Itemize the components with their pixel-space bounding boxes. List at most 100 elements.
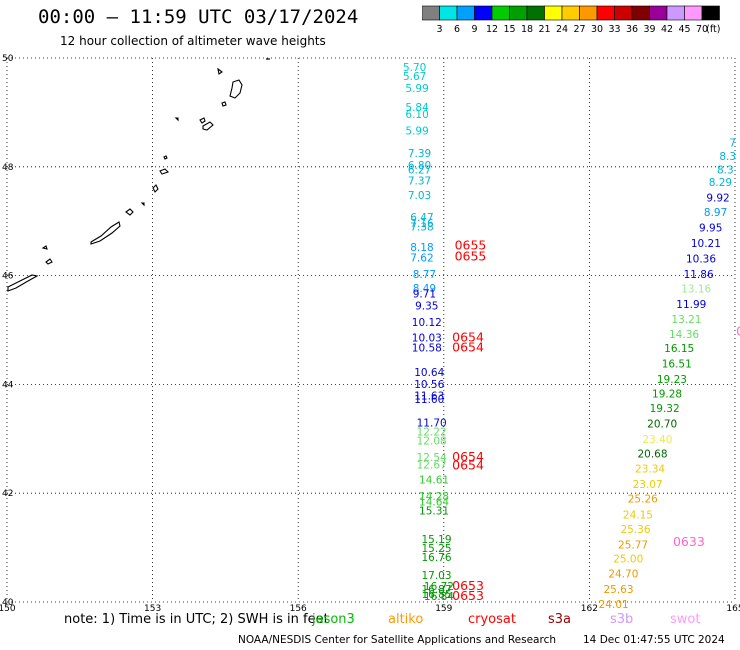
swh-value-label: 20.70 [647,419,677,431]
swh-value-label: 11.63 [414,390,444,402]
swh-value-label: 16.76 [421,552,451,564]
legend-label: 18 [521,24,533,35]
swh-value-label: 25.26 [628,494,658,506]
lat-tick-label: 50 [2,54,14,64]
swh-value-label: 10.56 [414,379,444,391]
swh-value-label: 13.21 [671,314,701,326]
swh-value-label: 25.63 [603,584,633,596]
swh-value-label: 9.71 [413,289,436,301]
swh-value-label: 10.12 [412,317,442,329]
swh-value-label: 5.99 [405,83,428,95]
swh-value-label: 9.92 [706,192,729,204]
swh-value-label: 11.60 [414,394,444,406]
swh-value-label: 8.3 [717,165,734,177]
satellite-label-s3a: s3a [548,612,572,627]
lat-tick-label: 40 [2,598,14,608]
swh-value-label: 23.07 [633,479,663,491]
generated-timestamp: 14 Dec 01:47:55 UTC 2024 [583,634,725,646]
lat-tick-label: 46 [2,272,14,282]
legend-unit: (ft) [706,24,720,35]
swh-value-label: 15.19 [421,534,451,546]
swh-value-label: 14.64 [419,496,449,508]
swh-value-label: 6.10 [405,109,428,121]
swh-value-label: 16.72 [424,581,454,593]
footer-note: note: 1) Time is in UTC; 2) SWH is in fe… [64,612,329,627]
satellite-label-jason3: jason3 [312,612,355,627]
satellite-label-s3b: s3b [610,612,634,627]
swh-value-label: 9.95 [699,223,722,235]
swh-value-label: 19.28 [652,389,682,401]
swh-value-label: 5.70 [403,62,426,74]
swh-value-label: 7.37 [408,175,431,187]
swh-value-label: 12.08 [417,435,447,447]
swh-value-label: 16.85 [421,589,451,601]
pass-time-label: 0633 [673,534,705,549]
legend-label: 33 [608,24,620,35]
lon-tick-label: 153 [144,604,161,612]
legend-label: 12 [486,24,498,35]
legend-label: 3 [436,24,442,35]
legend-label: 39 [643,24,655,35]
swh-value-label: 24.01 [599,599,629,611]
legend-label: 6 [454,24,460,35]
swh-value-label: 19.32 [650,403,680,415]
pass-time-label: 0654 [452,449,484,464]
lat-tick-label: 48 [2,163,14,173]
swh-value-label: 15.25 [421,543,451,555]
swh-value-label: 25.00 [613,553,643,565]
swh-value-label: 16.51 [662,359,692,371]
credit-text: NOAA/NESDIS Center for Satellite Applica… [238,634,556,646]
satellite-label-swot: swot [670,612,701,627]
swh-value-label: 7.03 [408,190,431,202]
lat-tick-label: 42 [2,489,13,499]
lat-tick-label: 44 [2,380,14,390]
legend-swatch [701,5,720,21]
swh-value-label: 11.86 [684,269,714,281]
swh-value-label: 20.68 [637,448,667,460]
page-subtitle: 12 hour collection of altimeter wave hei… [60,34,326,48]
swh-value-label: 15.31 [419,506,449,518]
legend-label: 45 [678,24,690,35]
color-legend: 3 6 9 12 15 18 21 24 27 30 33 36 39 42 45 70(ft) [422,5,721,35]
swh-value-label: 7.16 [410,218,434,230]
swh-value-label: 10.03 [412,333,442,345]
swh-value-label: 14.36 [669,329,699,341]
swh-value-label: 12.22 [417,427,447,439]
swh-value-label: 23.40 [642,434,672,446]
swh-value-label: 7.39 [408,148,431,160]
swh-value-label: 6.27 [408,165,431,177]
track-swot: 063406330632 [673,324,740,550]
legend-label: 9 [471,24,477,35]
swh-value-label: 14.61 [419,475,449,487]
swh-value-label: 8.77 [413,269,436,281]
lon-tick-label: 165 [726,604,740,612]
track-jason3: 5.705.675.995.846.105.997.396.806.277.37… [403,62,454,603]
swh-value-label: 10.64 [414,367,444,379]
swh-value-label: 16.84 [424,591,454,603]
lon-tick-label: 159 [435,604,452,612]
swh-value-label: 6.47 [410,212,433,224]
swh-value-label: 17.03 [421,570,451,582]
swh-value-label: 16.15 [664,343,694,355]
lon-tick-label: 156 [290,604,307,612]
pass-time-label: 0653 [452,578,484,593]
pass-time-label: 0655 [455,249,487,264]
swh-value-label: 25.36 [620,524,650,536]
swh-value-label: 11.99 [676,299,706,311]
swh-value-label: 7 [729,137,736,149]
lon-tick-label: 162 [581,604,598,612]
swh-value-label: 19.23 [657,374,687,386]
swh-value-label: 23.34 [635,464,665,476]
legend-label: 15 [503,24,515,35]
pass-time-label: 0654 [452,330,484,345]
swh-value-label: 24.70 [608,569,638,581]
satellite-label-cryosat: cryosat [468,612,516,627]
swh-value-label: 5.84 [405,102,429,114]
legend-label: 27 [573,24,585,35]
swh-value-label: 10.36 [686,254,716,266]
swh-value-label: 8.49 [413,283,436,295]
swh-value-label: 8.29 [709,177,732,189]
swh-value-label: 16.87 [421,584,451,596]
lon-tick-label: 150 [0,604,16,612]
